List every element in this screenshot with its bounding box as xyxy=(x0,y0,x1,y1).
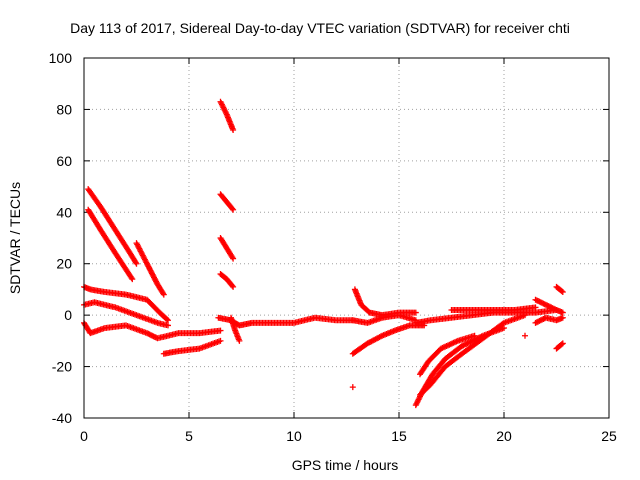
data-point xyxy=(559,340,566,347)
data-point xyxy=(133,260,140,267)
y-tick-label: 40 xyxy=(56,204,72,220)
data-point xyxy=(522,312,528,319)
data-point xyxy=(230,283,237,290)
data-point xyxy=(129,276,136,283)
data-point xyxy=(165,322,171,329)
y-axis-label: SDTVAR / TECUs xyxy=(7,182,23,294)
data-point xyxy=(532,304,539,311)
data-point xyxy=(160,290,167,297)
data-point xyxy=(522,332,528,339)
data-point xyxy=(217,337,224,344)
x-tick-label: 10 xyxy=(286,428,302,444)
data-point xyxy=(501,325,507,331)
data-point xyxy=(229,282,236,289)
data-point xyxy=(558,288,565,295)
data-point xyxy=(230,127,237,133)
data-point xyxy=(377,333,384,340)
data-point xyxy=(217,327,224,334)
x-tick-label: 5 xyxy=(185,428,193,444)
grid xyxy=(84,58,609,418)
data-point xyxy=(230,206,237,213)
data-point xyxy=(165,317,171,324)
y-tick-label: -40 xyxy=(52,410,72,426)
y-tick-label: 60 xyxy=(56,153,72,169)
y-tick-label: 80 xyxy=(56,101,72,117)
data-point xyxy=(229,254,236,261)
x-tick-label: 25 xyxy=(601,428,617,444)
data-point xyxy=(558,341,565,348)
x-tick-label: 15 xyxy=(391,428,407,444)
data-point xyxy=(163,316,170,323)
data-point xyxy=(559,314,566,321)
data-point xyxy=(559,289,566,295)
data-points xyxy=(81,98,566,409)
data-point xyxy=(559,309,566,316)
data-point xyxy=(412,309,419,316)
axes: 0 5 10 15 20 25 -40 -20 0 20 40 60 80 100 xyxy=(49,50,617,444)
data-point xyxy=(230,255,237,262)
y-tick-label: 0 xyxy=(64,307,72,323)
data-point xyxy=(471,332,478,339)
data-point xyxy=(128,274,135,281)
data-point xyxy=(132,259,139,266)
data-point xyxy=(160,291,167,298)
x-axis-label: GPS time / hours xyxy=(292,457,399,473)
x-tick-label: 20 xyxy=(496,428,512,444)
y-tick-label: 100 xyxy=(49,50,73,66)
chart-title: Day 113 of 2017, Sidereal Day-to-day VTE… xyxy=(70,20,570,36)
data-point xyxy=(236,337,243,344)
data-point xyxy=(229,205,236,212)
y-tick-label: 20 xyxy=(56,256,72,272)
plot-frame xyxy=(83,57,610,419)
x-tick-label: 0 xyxy=(80,428,88,444)
y-tick-label: -20 xyxy=(52,359,72,375)
data-point xyxy=(349,384,356,391)
